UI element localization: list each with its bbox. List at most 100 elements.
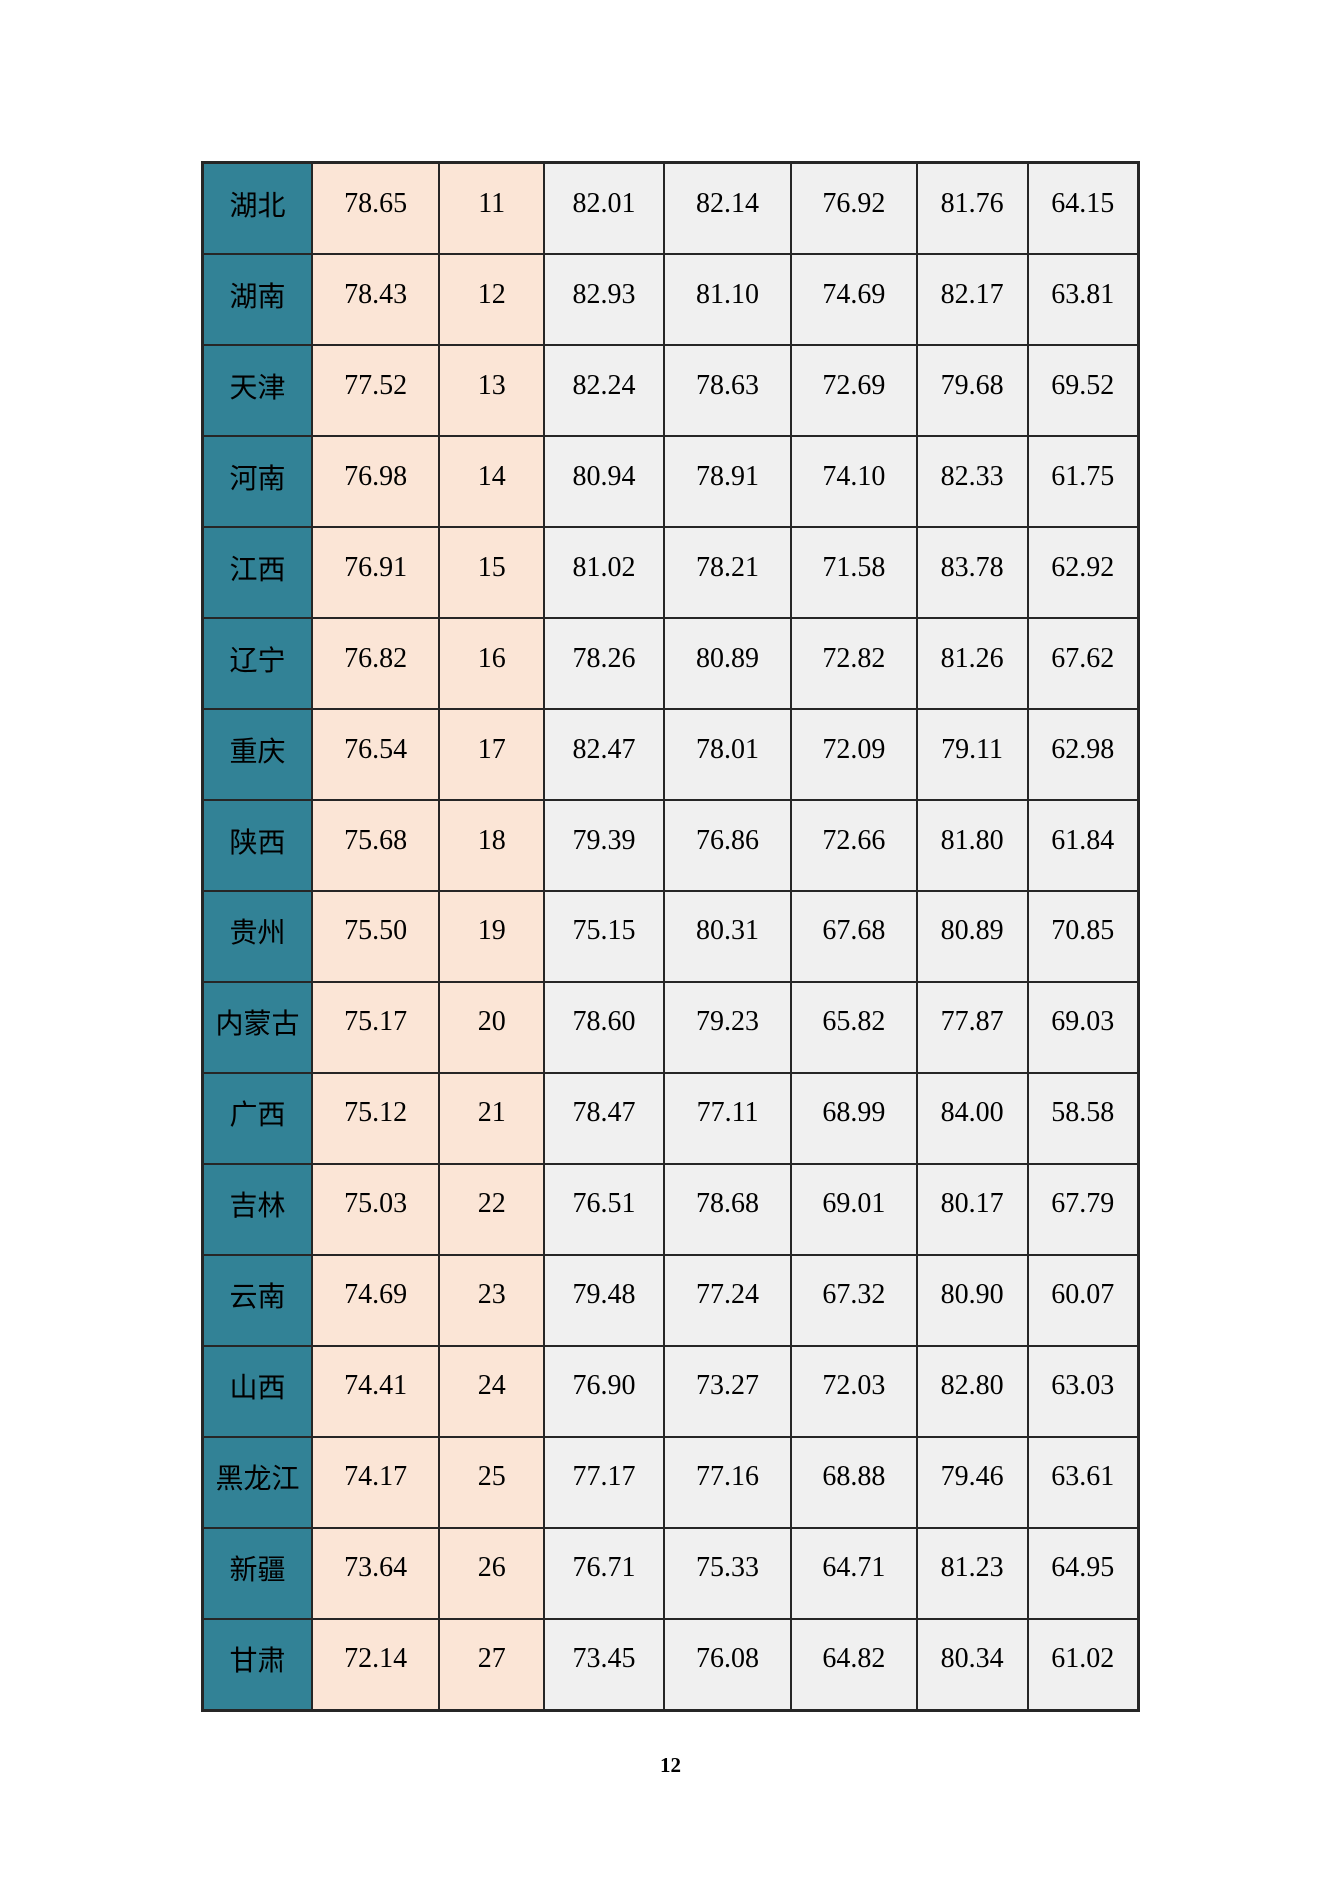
rank-cell: 17 [438,708,546,802]
table-row: 天津 77.52 13 82.24 78.63 72.69 79.68 69.52 [201,344,1140,438]
table-body: 湖北 78.65 11 82.01 82.14 76.92 81.76 64.15 湖南 78.4… [201,161,1140,1712]
value-cell: 64.15 [1026,161,1140,256]
score-cell: 75.17 [310,980,441,1074]
province-name-cell: 广西 [201,1071,313,1165]
value-cell: 82.14 [662,161,793,256]
value-cell: 76.51 [543,1162,665,1256]
value-cell: 77.24 [662,1253,793,1347]
value-cell: 78.63 [662,344,793,438]
rank-cell: 22 [438,1162,546,1256]
value-cell: 69.01 [790,1162,918,1256]
value-cell: 82.24 [543,344,665,438]
table-row: 内蒙古 75.17 20 78.60 79.23 65.82 77.87 69.03 [201,980,1140,1074]
value-cell: 81.10 [662,253,793,347]
value-cell: 82.17 [915,253,1029,347]
value-cell: 72.82 [790,617,918,711]
province-name-cell: 河南 [201,435,313,529]
table-row: 云南 74.69 23 79.48 77.24 67.32 80.90 60.07 [201,1253,1140,1347]
rank-cell: 24 [438,1344,546,1438]
table-row: 河南 76.98 14 80.94 78.91 74.10 82.33 61.75 [201,435,1140,529]
value-cell: 63.03 [1026,1344,1140,1438]
value-cell: 78.21 [662,526,793,620]
province-name-cell: 湖南 [201,253,313,347]
province-name-cell: 重庆 [201,708,313,802]
table-row: 黑龙江 74.17 25 77.17 77.16 68.88 79.46 63.61 [201,1435,1140,1529]
value-cell: 67.62 [1026,617,1140,711]
value-cell: 63.61 [1026,1435,1140,1529]
rank-cell: 12 [438,253,546,347]
value-cell: 58.58 [1026,1071,1140,1165]
value-cell: 80.89 [662,617,793,711]
value-cell: 72.03 [790,1344,918,1438]
province-name-cell: 贵州 [201,890,313,983]
province-name-cell: 江西 [201,526,313,620]
province-name-cell: 陕西 [201,799,313,892]
value-cell: 73.45 [543,1617,665,1712]
value-cell: 82.80 [915,1344,1029,1438]
rank-cell: 25 [438,1435,546,1529]
score-cell: 74.17 [310,1435,441,1529]
province-name-cell: 天津 [201,344,313,438]
value-cell: 81.23 [915,1526,1029,1620]
value-cell: 64.82 [790,1617,918,1712]
value-cell: 63.81 [1026,253,1140,347]
value-cell: 80.89 [915,890,1029,983]
province-name-cell: 吉林 [201,1162,313,1256]
table-row: 贵州 75.50 19 75.15 80.31 67.68 80.89 70.85 [201,890,1140,983]
score-cell: 78.43 [310,253,441,347]
value-cell: 78.47 [543,1071,665,1165]
value-cell: 79.39 [543,799,665,892]
province-name-cell: 甘肃 [201,1617,313,1712]
value-cell: 72.66 [790,799,918,892]
score-cell: 72.14 [310,1617,441,1712]
value-cell: 68.99 [790,1071,918,1165]
value-cell: 68.88 [790,1435,918,1529]
table-row: 江西 76.91 15 81.02 78.21 71.58 83.78 62.92 [201,526,1140,620]
value-cell: 73.27 [662,1344,793,1438]
province-name-cell: 云南 [201,1253,313,1347]
value-cell: 84.00 [915,1071,1029,1165]
value-cell: 77.87 [915,980,1029,1074]
value-cell: 69.03 [1026,980,1140,1074]
table-row: 陕西 75.68 18 79.39 76.86 72.66 81.80 61.84 [201,799,1140,892]
value-cell: 69.52 [1026,344,1140,438]
value-cell: 61.02 [1026,1617,1140,1712]
score-cell: 76.91 [310,526,441,620]
value-cell: 82.93 [543,253,665,347]
score-cell: 78.65 [310,161,441,256]
value-cell: 83.78 [915,526,1029,620]
value-cell: 67.68 [790,890,918,983]
province-name-cell: 黑龙江 [201,1435,313,1529]
value-cell: 76.08 [662,1617,793,1712]
rank-cell: 20 [438,980,546,1074]
table-row: 重庆 76.54 17 82.47 78.01 72.09 79.11 62.98 [201,708,1140,802]
table-row: 湖北 78.65 11 82.01 82.14 76.92 81.76 64.15 [201,161,1140,256]
value-cell: 67.79 [1026,1162,1140,1256]
table-row: 吉林 75.03 22 76.51 78.68 69.01 80.17 67.79 [201,1162,1140,1256]
province-name-cell: 湖北 [201,161,313,256]
province-name-cell: 辽宁 [201,617,313,711]
rank-cell: 26 [438,1526,546,1620]
value-cell: 80.31 [662,890,793,983]
score-cell: 76.54 [310,708,441,802]
value-cell: 70.85 [1026,890,1140,983]
value-cell: 62.98 [1026,708,1140,802]
value-cell: 81.26 [915,617,1029,711]
value-cell: 74.10 [790,435,918,529]
value-cell: 79.46 [915,1435,1029,1529]
table-row: 广西 75.12 21 78.47 77.11 68.99 84.00 58.58 [201,1071,1140,1165]
value-cell: 64.95 [1026,1526,1140,1620]
table-row: 湖南 78.43 12 82.93 81.10 74.69 82.17 63.81 [201,253,1140,347]
value-cell: 82.01 [543,161,665,256]
rank-cell: 11 [438,161,546,256]
rank-cell: 27 [438,1617,546,1712]
value-cell: 76.71 [543,1526,665,1620]
value-cell: 79.48 [543,1253,665,1347]
value-cell: 80.94 [543,435,665,529]
score-cell: 76.82 [310,617,441,711]
score-cell: 75.50 [310,890,441,983]
rank-cell: 23 [438,1253,546,1347]
province-name-cell: 山西 [201,1344,313,1438]
value-cell: 62.92 [1026,526,1140,620]
